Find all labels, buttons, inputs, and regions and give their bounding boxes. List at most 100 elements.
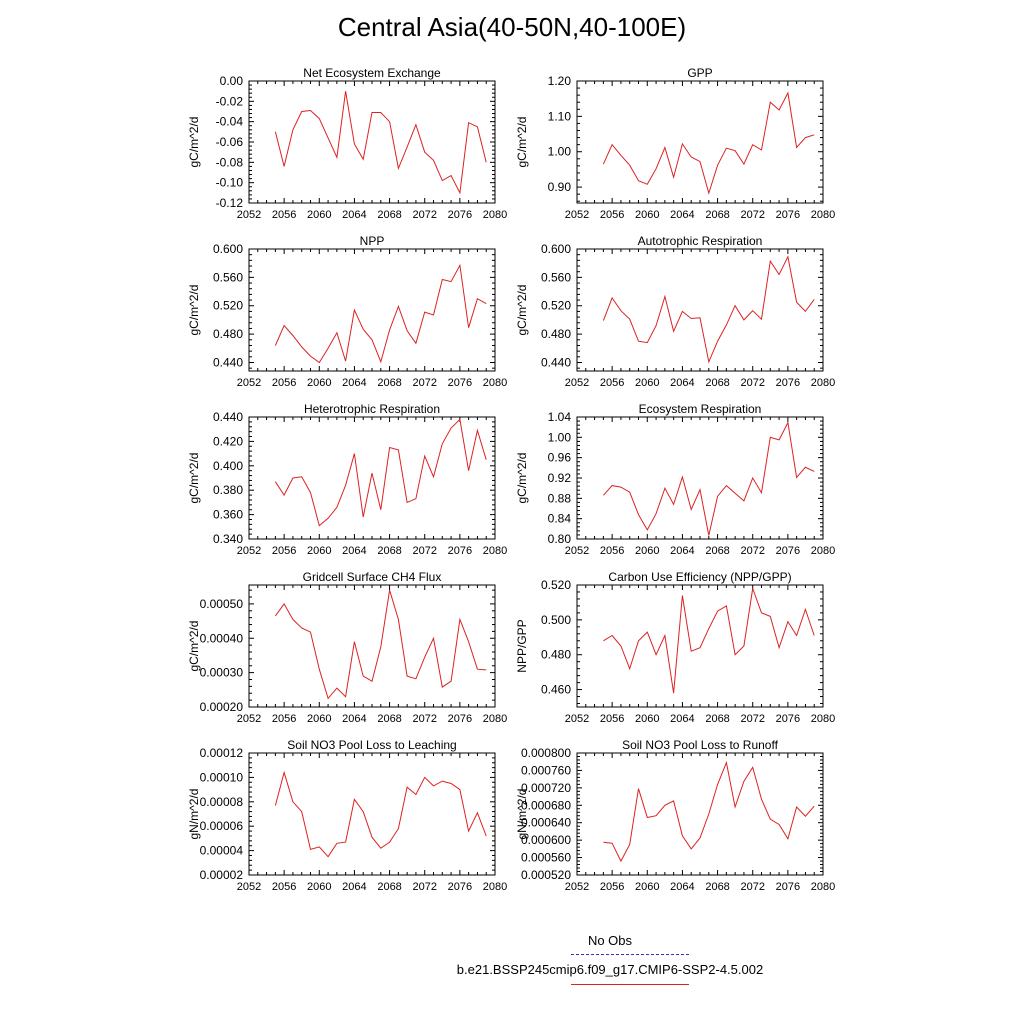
x-tick-label: 2076	[776, 713, 800, 725]
x-tick-label: 2064	[670, 545, 694, 557]
x-tick-label: 2052	[565, 545, 589, 557]
x-tick-label: 2068	[377, 881, 401, 893]
y-tick-label: 1.20	[548, 74, 572, 88]
x-tick-label: 2060	[635, 377, 659, 389]
y-axis-label: gN/m^2/d	[515, 789, 529, 840]
y-tick-label: 0.000560	[521, 851, 571, 865]
x-tick-label: 2052	[237, 545, 261, 557]
x-tick-label: 2080	[483, 545, 507, 557]
x-tick-label: 2076	[448, 209, 472, 221]
x-tick-label: 2060	[635, 545, 659, 557]
plot-frame	[576, 416, 824, 540]
y-tick-label: 0.440	[541, 355, 571, 369]
y-axis-label: gN/m^2/d	[187, 789, 201, 840]
x-tick-label: 2080	[811, 881, 835, 893]
y-axis-label: NPP/GPP	[515, 619, 529, 672]
y-tick-label: 0.560	[541, 270, 571, 284]
x-tick-label: 2068	[377, 713, 401, 725]
panel-title: Ecosystem Respiration	[639, 402, 762, 416]
panel-title: Soil NO3 Pool Loss to Runoff	[622, 738, 779, 752]
y-tick-label: -0.08	[216, 155, 244, 169]
x-tick-label: 2080	[483, 209, 507, 221]
y-tick-label: 0.000600	[521, 833, 571, 847]
x-tick-label: 2072	[740, 881, 764, 893]
y-tick-label: 0.560	[213, 270, 243, 284]
y-tick-label: -0.10	[216, 176, 244, 190]
x-tick-label: 2064	[342, 713, 366, 725]
x-tick-label: 2072	[740, 545, 764, 557]
y-tick-label: 0.00050	[200, 597, 244, 611]
x-tick-label: 2052	[565, 209, 589, 221]
legend-model-line	[571, 984, 689, 985]
y-tick-label: 0.000520	[521, 868, 571, 882]
series-line	[603, 588, 815, 694]
x-tick-label: 2080	[483, 881, 507, 893]
x-tick-label: 2052	[565, 377, 589, 389]
y-tick-label: 0.00004	[200, 844, 244, 858]
plot-frame	[248, 416, 496, 540]
panel-title: GPP	[687, 66, 712, 80]
x-tick-label: 2064	[342, 545, 366, 557]
series-line	[602, 91, 815, 195]
y-tick-label: 0.440	[213, 355, 243, 369]
x-tick-label: 2068	[705, 545, 729, 557]
y-tick-label: 0.480	[541, 327, 571, 341]
x-tick-label: 2056	[600, 209, 624, 221]
x-tick-label: 2076	[448, 377, 472, 389]
y-tick-label: -0.02	[216, 94, 244, 108]
x-tick-label: 2072	[740, 377, 764, 389]
y-tick-label: 0.500	[541, 613, 571, 627]
panel-title: Carbon Use Efficiency (NPP/GPP)	[608, 570, 791, 584]
y-tick-label: 0.400	[213, 459, 243, 473]
legend-obs-label: No Obs	[587, 933, 633, 948]
y-tick-label: 1.04	[548, 410, 572, 424]
x-tick-label: 2076	[776, 545, 800, 557]
y-tick-label: 0.000680	[521, 798, 571, 812]
x-tick-label: 2080	[811, 713, 835, 725]
chart-panel-3: 2052 2056 2060 2064 2068 2072 2076 2080 0.600 0.5…	[187, 234, 507, 389]
y-tick-label: 0.440	[213, 410, 243, 424]
x-tick-label: 2052	[565, 713, 589, 725]
chart-panel-9: 2052 2056 2060 2064 2068 2072 2076 2080 0.00012 0…	[187, 738, 507, 893]
y-axis-label: gC/m^2/d	[515, 117, 529, 168]
y-tick-label: 0.480	[213, 327, 243, 341]
x-tick-label: 2080	[811, 545, 835, 557]
x-tick-label: 2060	[307, 713, 331, 725]
x-tick-label: 2072	[412, 881, 436, 893]
panel-title: Autotrophic Respiration	[638, 234, 763, 248]
x-tick-label: 2068	[705, 377, 729, 389]
x-tick-label: 2080	[811, 209, 835, 221]
y-tick-label: 0.00010	[200, 770, 244, 784]
x-tick-label: 2060	[307, 881, 331, 893]
x-tick-label: 2064	[342, 209, 366, 221]
y-axis-label: gC/m^2/d	[515, 285, 529, 336]
series-line	[274, 590, 487, 700]
plot-frame	[248, 584, 496, 708]
y-tick-label: -0.06	[216, 135, 244, 149]
x-tick-label: 2056	[600, 545, 624, 557]
y-tick-label: 0.84	[548, 512, 572, 526]
x-tick-label: 2072	[412, 377, 436, 389]
y-tick-label: 1.00	[548, 430, 572, 444]
x-tick-label: 2060	[635, 713, 659, 725]
chart-panel-1: 2052 2056 2060 2064 2068 2072 2076 2080 0.00 -0.0…	[187, 66, 507, 221]
x-tick-label: 2076	[776, 377, 800, 389]
x-tick-label: 2060	[307, 377, 331, 389]
panel-title: Heterotrophic Respiration	[304, 402, 440, 416]
y-tick-label: 0.00012	[200, 746, 244, 760]
x-tick-label: 2064	[670, 377, 694, 389]
chart-panel-10: 2052 2056 2060 2064 2068 2072 2076 2080 0.000800…	[515, 738, 835, 893]
plot-frame	[248, 80, 496, 204]
y-tick-label: 0.000800	[521, 746, 571, 760]
x-tick-label: 2076	[448, 881, 472, 893]
x-tick-label: 2052	[237, 713, 261, 725]
y-tick-label: 0.520	[541, 578, 571, 592]
x-tick-label: 2072	[740, 713, 764, 725]
x-tick-label: 2068	[377, 377, 401, 389]
y-tick-label: 0.420	[213, 434, 243, 448]
x-tick-label: 2080	[811, 377, 835, 389]
x-tick-label: 2064	[670, 881, 694, 893]
x-tick-label: 2076	[448, 713, 472, 725]
y-tick-label: 0.00006	[200, 819, 244, 833]
x-tick-label: 2072	[412, 209, 436, 221]
